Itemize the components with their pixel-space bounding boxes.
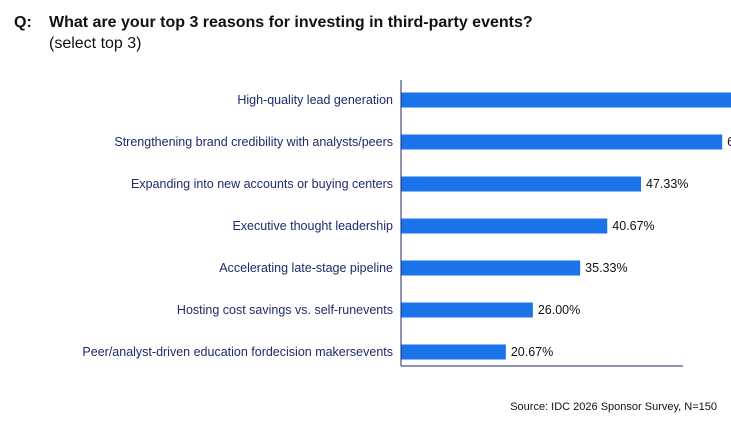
chart-title: What are your top 3 reasons for investin… <box>49 14 533 31</box>
value-label-strengthening-brand-credibility-with-analysts-peers: 63.33% <box>727 135 731 149</box>
bar-accelerating-late-stage-pipeline <box>401 260 581 276</box>
bar-strengthening-brand-credibility-with-analysts-peers <box>401 134 723 150</box>
question-prefix: Q: <box>14 14 32 31</box>
category-label-executive-thought-leadership: Executive thought leadership <box>232 219 393 233</box>
value-label-executive-thought-leadership: 40.67% <box>612 219 654 233</box>
bar-high-quality-lead-generation <box>401 92 731 108</box>
value-label-hosting-cost-savings-vs-self-runevents: 26.00% <box>538 303 580 317</box>
bar-executive-thought-leadership <box>401 218 608 234</box>
source-note: Source: IDC 2026 Sponsor Survey, N=150 <box>510 401 717 413</box>
bar-hosting-cost-savings-vs-self-runevents <box>401 302 533 318</box>
category-label-accelerating-late-stage-pipeline: Accelerating late-stage pipeline <box>219 261 393 275</box>
value-label-accelerating-late-stage-pipeline: 35.33% <box>585 261 627 275</box>
bar-peer-analyst-driven-education-fordecision-makersevents <box>401 344 506 360</box>
category-label-strengthening-brand-credibility-with-analysts-peers: Strengthening brand credibility with ana… <box>114 135 393 149</box>
category-label-hosting-cost-savings-vs-self-runevents: Hosting cost savings vs. self-runevents <box>177 303 393 317</box>
category-label-peer-analyst-driven-education-fordecision-makersevents: Peer/analyst-driven education fordecisio… <box>82 345 393 359</box>
category-label-high-quality-lead-generation: High-quality lead generation <box>237 93 393 107</box>
value-label-peer-analyst-driven-education-fordecision-makersevents: 20.67% <box>511 345 553 359</box>
bar-expanding-into-new-accounts-or-buying-centers <box>401 176 642 192</box>
category-label-expanding-into-new-accounts-or-buying-centers: Expanding into new accounts or buying ce… <box>131 177 393 191</box>
value-label-expanding-into-new-accounts-or-buying-centers: 47.33% <box>646 177 688 191</box>
chart-subtitle: (select top 3) <box>49 35 142 52</box>
